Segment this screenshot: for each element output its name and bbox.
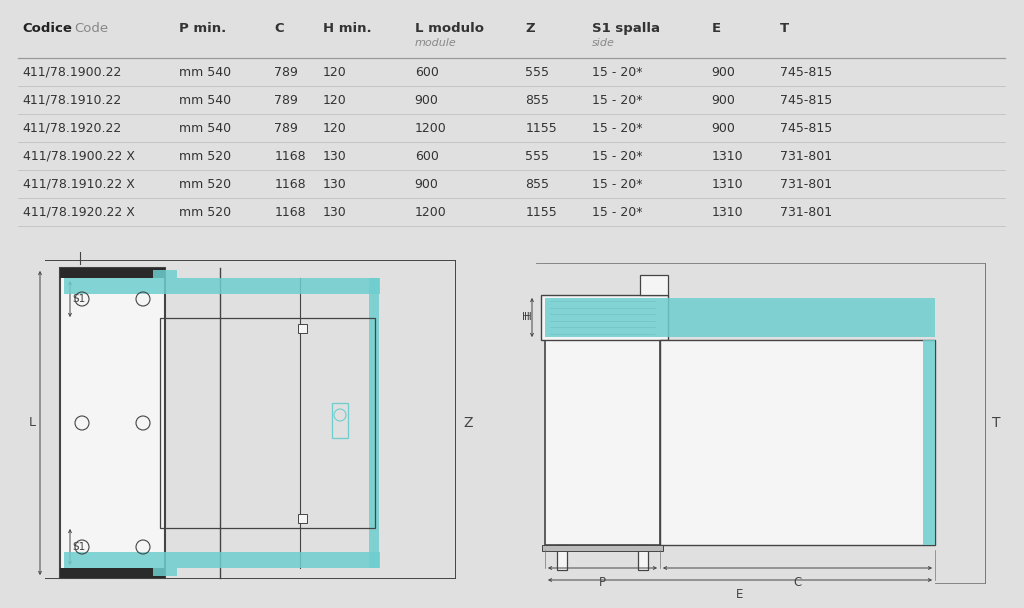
Text: 1168: 1168 <box>274 206 306 218</box>
Bar <box>545 340 660 545</box>
Text: 855: 855 <box>525 178 549 190</box>
Text: 900: 900 <box>712 122 735 134</box>
Text: L modulo: L modulo <box>415 22 483 35</box>
Bar <box>640 275 668 295</box>
Bar <box>332 403 348 438</box>
Text: P min.: P min. <box>179 22 226 35</box>
Text: 411/78.1900.22: 411/78.1900.22 <box>23 66 122 78</box>
Text: 411/78.1910.22: 411/78.1910.22 <box>23 94 122 106</box>
Text: 15 - 20*: 15 - 20* <box>592 206 642 218</box>
Text: E: E <box>736 588 743 601</box>
Text: C: C <box>794 576 802 589</box>
Text: 15 - 20*: 15 - 20* <box>592 122 642 134</box>
Text: 600: 600 <box>415 66 438 78</box>
Text: 1310: 1310 <box>712 150 743 162</box>
Text: 1310: 1310 <box>712 178 743 190</box>
Text: 1168: 1168 <box>274 178 306 190</box>
Text: 1200: 1200 <box>415 206 446 218</box>
Text: E: E <box>712 22 721 35</box>
Text: 120: 120 <box>323 122 346 134</box>
Text: 789: 789 <box>274 66 298 78</box>
Text: 411/78.1900.22 X: 411/78.1900.22 X <box>23 150 134 162</box>
Text: 411/78.1920.22 X: 411/78.1920.22 X <box>23 206 134 218</box>
Bar <box>542 545 663 551</box>
Text: 789: 789 <box>274 122 298 134</box>
Text: 900: 900 <box>712 66 735 78</box>
Text: 789: 789 <box>274 94 298 106</box>
Text: P: P <box>599 576 606 589</box>
Text: 745-815: 745-815 <box>780 122 833 134</box>
Text: 745-815: 745-815 <box>780 66 833 78</box>
Text: 900: 900 <box>415 178 438 190</box>
Text: H min.: H min. <box>323 22 371 35</box>
Text: H: H <box>524 313 532 322</box>
Bar <box>63 552 380 568</box>
Text: 411/78.1910.22 X: 411/78.1910.22 X <box>23 178 134 190</box>
Text: 855: 855 <box>525 94 549 106</box>
Text: 745-815: 745-815 <box>780 94 833 106</box>
Bar <box>60 568 165 578</box>
Bar <box>369 278 379 568</box>
Bar <box>153 568 177 576</box>
Text: 555: 555 <box>525 66 549 78</box>
Bar <box>923 340 935 545</box>
Text: 130: 130 <box>323 178 346 190</box>
Text: mm 520: mm 520 <box>179 178 231 190</box>
Text: 1200: 1200 <box>415 122 446 134</box>
Text: Z: Z <box>525 22 535 35</box>
Bar <box>63 278 380 294</box>
Text: 1155: 1155 <box>525 122 557 134</box>
Text: Codice: Codice <box>23 22 73 35</box>
Text: 15 - 20*: 15 - 20* <box>592 66 642 78</box>
Text: mm 540: mm 540 <box>179 122 231 134</box>
Bar <box>545 298 935 337</box>
Text: Z: Z <box>463 416 472 430</box>
Bar <box>557 545 567 570</box>
Text: S1 spalla: S1 spalla <box>592 22 659 35</box>
Text: module: module <box>415 38 457 48</box>
Text: mm 520: mm 520 <box>179 150 231 162</box>
Text: S1: S1 <box>73 294 86 304</box>
Text: 120: 120 <box>323 66 346 78</box>
Bar <box>60 268 165 278</box>
Text: 1168: 1168 <box>274 150 306 162</box>
Text: 731-801: 731-801 <box>780 206 833 218</box>
Bar <box>153 270 177 278</box>
Text: T: T <box>780 22 790 35</box>
Text: T: T <box>992 416 1000 430</box>
Text: C: C <box>274 22 284 35</box>
Bar <box>298 324 307 333</box>
Text: 1310: 1310 <box>712 206 743 218</box>
Bar <box>638 545 648 570</box>
Text: 600: 600 <box>415 150 438 162</box>
Text: 900: 900 <box>415 94 438 106</box>
Text: 731-801: 731-801 <box>780 178 833 190</box>
Text: L: L <box>29 416 36 429</box>
Text: mm 520: mm 520 <box>179 206 231 218</box>
Text: mm 540: mm 540 <box>179 94 231 106</box>
Text: 15 - 20*: 15 - 20* <box>592 94 642 106</box>
Bar <box>160 318 375 528</box>
Bar <box>60 268 165 578</box>
Text: 1155: 1155 <box>525 206 557 218</box>
Text: Code: Code <box>75 22 109 35</box>
Text: mm 540: mm 540 <box>179 66 231 78</box>
Text: 120: 120 <box>323 94 346 106</box>
Bar <box>660 340 935 545</box>
Text: 15 - 20*: 15 - 20* <box>592 178 642 190</box>
Text: 555: 555 <box>525 150 549 162</box>
Bar <box>298 514 307 523</box>
Text: 900: 900 <box>712 94 735 106</box>
Text: side: side <box>592 38 614 48</box>
Text: 130: 130 <box>323 150 346 162</box>
Text: 731-801: 731-801 <box>780 150 833 162</box>
Text: 130: 130 <box>323 206 346 218</box>
Bar <box>541 295 668 340</box>
Text: 411/78.1920.22: 411/78.1920.22 <box>23 122 122 134</box>
Text: H: H <box>522 313 530 322</box>
Text: 15 - 20*: 15 - 20* <box>592 150 642 162</box>
Text: S1: S1 <box>73 542 86 552</box>
